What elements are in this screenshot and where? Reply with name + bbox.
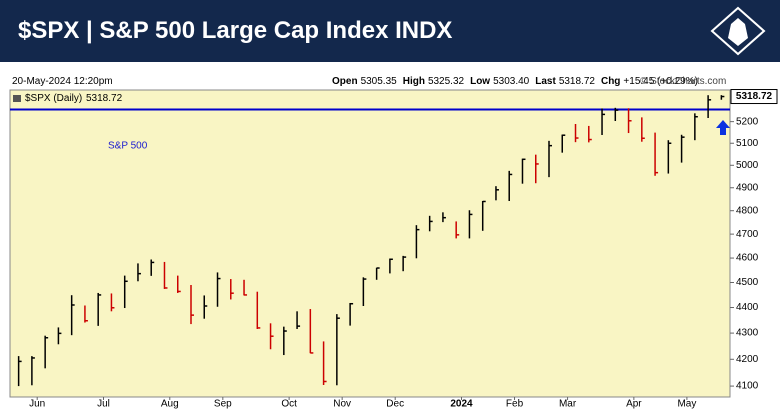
y-tick-label: 4500 — [736, 277, 759, 288]
x-tick-label: Mar — [559, 399, 577, 410]
y-tick-label: 5100 — [736, 138, 759, 149]
legend-value: 5318.72 — [86, 93, 123, 104]
quote-label: High — [402, 76, 425, 87]
last-price-box — [730, 89, 778, 105]
y-tick-label: 4100 — [736, 381, 759, 392]
annotation: S&P 500 — [108, 141, 148, 152]
arrow-up — [716, 120, 730, 135]
x-tick-label: Apr — [626, 399, 642, 410]
x-tick-label: Sep — [214, 399, 232, 410]
x-tick-label: Jul — [97, 399, 110, 410]
info-row: 20-May-2024 12:20pm Open 5305.35 High 5325.… — [0, 76, 780, 90]
x-tick-label: Dec — [386, 399, 404, 410]
logo-lion — [728, 18, 748, 46]
y-tick-label: 4300 — [736, 328, 759, 339]
legend-icon — [13, 95, 21, 102]
quote-value: 5318.72 — [558, 76, 595, 87]
quote-label: Open — [332, 76, 358, 87]
y-tick-label: 4900 — [736, 182, 759, 193]
y-tick-label: 4600 — [736, 253, 759, 264]
logo-diamond — [710, 6, 766, 56]
x-tick-label: Oct — [281, 399, 297, 410]
y-tick-label: 4200 — [736, 354, 759, 365]
y-tick-label: 4800 — [736, 205, 759, 216]
y-tick-label: 4700 — [736, 229, 759, 240]
quote-label: Last — [535, 76, 556, 87]
plot-area — [9, 89, 731, 398]
copyright: © StockCharts.com — [640, 76, 727, 87]
quote-value: 5305.35 — [360, 76, 397, 87]
quote-value: 5325.32 — [427, 76, 465, 87]
quote-label: Low — [470, 76, 491, 87]
logo — [710, 6, 766, 56]
y-tick-label: 4400 — [736, 302, 759, 313]
x-tick-label: Aug — [161, 399, 179, 410]
legend-label: $SPX (Daily) — [25, 93, 82, 104]
x-tick-label: Feb — [506, 399, 524, 410]
quote-value: 5303.40 — [493, 76, 530, 87]
quote-value: +15.45 (+0.29%) — [623, 76, 698, 87]
y-tick-label: 5000 — [736, 160, 759, 171]
chart-date: 20-May-2024 12:20pm — [12, 76, 113, 87]
x-tick-label: May — [677, 399, 696, 410]
y-tick-label: 5200 — [736, 116, 759, 127]
page-title: $SPX | S&P 500 Large Cap Index INDX — [18, 17, 453, 44]
x-tick-label: 2024 — [450, 399, 473, 410]
x-tick-label: Nov — [333, 399, 351, 410]
x-tick-label: Jun — [29, 399, 45, 410]
header-bar: $SPX | S&P 500 Large Cap Index INDX — [0, 0, 780, 62]
quote-label: Chg — [600, 76, 621, 87]
quote: Open 5305.35 High 5325.32 Low 5303.40 Last 5318… — [326, 76, 698, 87]
last-price-label: 5318.72 — [736, 91, 773, 102]
